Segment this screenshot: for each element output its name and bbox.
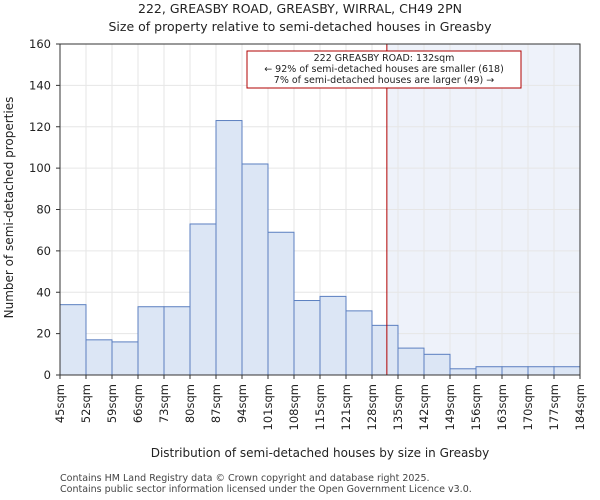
chart-title-subtitle: Size of property relative to semi-detach…: [108, 19, 492, 34]
x-tick-label: 101sqm: [261, 384, 275, 430]
y-tick-label: 0: [44, 368, 51, 382]
y-tick-label: 80: [36, 203, 51, 217]
histogram-bar: [397, 347, 425, 376]
histogram-bar: [85, 339, 113, 376]
x-tick-label: 149sqm: [443, 384, 457, 430]
x-tick-label: 156sqm: [469, 384, 483, 430]
annotation-line-3: 7% of semi-detached houses are larger (4…: [274, 75, 494, 86]
histogram-bar: [319, 295, 347, 376]
histogram-bar: [137, 306, 165, 376]
histogram-bar: [475, 366, 503, 376]
x-tick-label: 66sqm: [131, 384, 145, 423]
y-tick-label: 120: [29, 120, 51, 134]
x-tick-label: 115sqm: [313, 384, 327, 430]
x-tick-label: 163sqm: [495, 384, 509, 430]
histogram-bar: [423, 353, 451, 376]
annotation-box: [246, 50, 522, 89]
y-tick-label: 20: [36, 327, 51, 341]
histogram-bar: [267, 231, 295, 376]
histogram-bar: [241, 163, 269, 376]
footer-licence: Contains public sector information licen…: [60, 484, 472, 495]
x-tick-label: 52sqm: [79, 384, 93, 423]
histogram-bar: [553, 366, 581, 376]
histogram-bar: [111, 341, 139, 376]
y-axis-label: Number of semi-detached properties: [2, 97, 16, 319]
x-tick-label: 80sqm: [183, 384, 197, 423]
y-tick-label: 160: [29, 37, 51, 51]
chart-title-address: 222, GREASBY ROAD, GREASBY, WIRRAL, CH49…: [138, 1, 462, 16]
y-tick-label: 40: [36, 285, 51, 299]
chart-svg: 0 20 40 60 80 100 120 140 160 45sqm 52sqm 59sqm 66s…: [2, 37, 587, 460]
histogram-bar: [371, 324, 399, 376]
histogram-bar: [215, 120, 243, 376]
histogram-bar: [449, 368, 477, 376]
y-axis-ticks: 0 20 40 60 80 100 120 140 160: [29, 37, 60, 382]
histogram-bar: [345, 310, 373, 376]
histogram-bar: [527, 366, 555, 376]
histogram-bar: [501, 366, 529, 376]
annotation-line-2: ← 92% of semi-detached houses are smalle…: [264, 64, 504, 75]
y-tick-label: 100: [29, 161, 51, 175]
y-tick-label: 140: [29, 78, 51, 92]
x-axis-ticks: 45sqm 52sqm 59sqm 66sqm 73sqm 80sqm 87sqm 94sqm…: [53, 375, 587, 430]
x-tick-label: 128sqm: [365, 384, 379, 430]
x-tick-label: 177sqm: [547, 384, 561, 430]
histogram-bars: [59, 120, 581, 376]
x-tick-label: 142sqm: [417, 384, 431, 430]
x-tick-label: 121sqm: [339, 384, 353, 430]
histogram-bar: [59, 304, 87, 376]
annotation-line-1: 222 GREASBY ROAD: 132sqm: [314, 53, 455, 64]
x-tick-label: 170sqm: [521, 384, 535, 430]
x-tick-label: 73sqm: [157, 384, 171, 423]
histogram-bar: [293, 300, 321, 376]
x-axis-label: Distribution of semi-detached houses by …: [151, 446, 490, 460]
x-tick-label: 94sqm: [235, 384, 249, 423]
x-tick-label: 59sqm: [105, 384, 119, 423]
x-tick-label: 87sqm: [209, 384, 223, 423]
histogram-bar: [189, 223, 217, 376]
x-tick-label: 45sqm: [53, 384, 67, 423]
property-annotation: 222 GREASBY ROAD: 132sqm ← 92% of semi-d…: [246, 50, 522, 89]
footer-copyright: Contains HM Land Registry data © Crown c…: [60, 473, 430, 484]
histogram-bar: [163, 306, 191, 376]
y-tick-label: 60: [36, 244, 51, 258]
x-tick-label: 135sqm: [391, 384, 405, 430]
x-tick-label: 108sqm: [287, 384, 301, 430]
x-tick-label: 184sqm: [573, 384, 587, 430]
